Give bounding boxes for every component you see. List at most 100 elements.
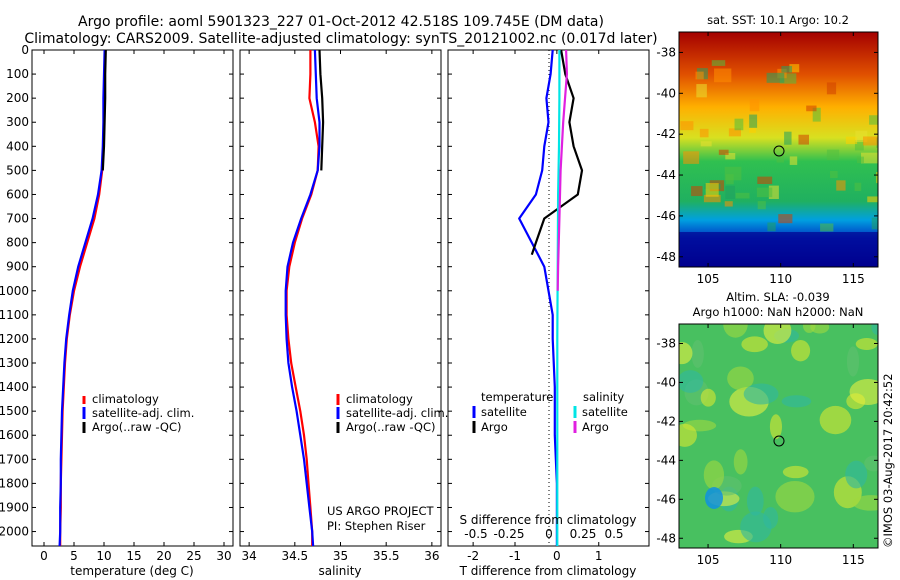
series-line — [318, 49, 325, 171]
y-tick-label: 600 — [6, 187, 29, 201]
y-tick-label: 300 — [6, 115, 29, 129]
temperature-x-axis: 0 5 10 15 20 25 30 — [40, 50, 232, 563]
map-y-label: -46 — [656, 209, 676, 223]
x-tick-label: 36 — [424, 549, 439, 563]
map-y-label: -48 — [656, 250, 676, 264]
legend-label-sal-satellite: satellite — [582, 405, 628, 419]
y-tick-label: 1000 — [0, 284, 29, 298]
difference-series — [518, 49, 584, 546]
map-x-label: 105 — [697, 272, 720, 286]
temperature-x-label: temperature (deg C) — [70, 564, 193, 578]
temperature-legend: climatology satellite-adj. clim. Argo(..… — [82, 392, 194, 434]
y-tick-label: 100 — [6, 67, 29, 81]
map-x-label: 115 — [842, 272, 865, 286]
y-tick-label: 1100 — [0, 308, 29, 322]
title-line-1: Argo profile: aoml 5901323_227 01-Oct-20… — [78, 14, 604, 30]
y-tick-label: 1300 — [0, 356, 29, 370]
map-y-label: -38 — [656, 45, 676, 59]
series-line — [518, 49, 558, 546]
legend-label-satellite: satellite-adj. clim. — [92, 406, 194, 420]
sst-map-frame — [678, 31, 879, 268]
y-tick-label: 500 — [6, 163, 29, 177]
x-tick-label: 10 — [96, 549, 111, 563]
map-x-label: 105 — [697, 553, 720, 567]
map-y-label: -46 — [656, 492, 676, 506]
temperature-series — [58, 49, 107, 547]
y-tick-label: 800 — [6, 236, 29, 250]
legend-label-argo: Argo(..raw -QC) — [92, 420, 182, 434]
sst-map-title: sat. SST: 10.1 Argo: 10.2 — [707, 13, 849, 27]
series-line — [101, 49, 107, 171]
sla-map-axes: -38 -40 -42 -44 -46 -48 105 110 115 — [656, 324, 878, 567]
sla-map-title-1: Altim. SLA: -0.039 — [726, 290, 830, 304]
y-tick-label: 1900 — [0, 500, 29, 514]
y-tick-label: 2000 — [0, 525, 29, 539]
sst-map-image — [679, 32, 878, 267]
y-tick-label: 200 — [6, 91, 29, 105]
x-tick-label: 35 — [333, 549, 348, 563]
x-tick-label: 0 — [553, 549, 561, 563]
map-y-label: -44 — [656, 168, 676, 182]
x-tick-label: 35.5 — [373, 549, 400, 563]
salinity-x-axis: 34 34.5 35 35.5 36 — [241, 50, 440, 563]
s-tick-label: 0.5 — [604, 527, 623, 541]
legend-salinity-title: salinity — [583, 390, 624, 404]
x-tick-label: -1 — [509, 549, 521, 563]
series-line — [59, 49, 107, 546]
series-line — [285, 50, 320, 546]
x-tick-label: 20 — [156, 549, 171, 563]
s-tick-label: 0.25 — [570, 527, 597, 541]
map-y-label: -40 — [656, 86, 676, 100]
sst-map-axes: -38 -40 -42 -44 -46 -48 105 110 115 — [656, 32, 878, 286]
x-tick-label: 15 — [126, 549, 141, 563]
series-line — [556, 50, 561, 546]
sla-map-title-2: Argo h1000: NaN h2000: NaN — [693, 305, 864, 319]
salinity-legend: climatology satellite-adj. clim. Argo(..… — [336, 392, 448, 434]
salinity-x-label: salinity — [318, 564, 361, 578]
salinity-panel-frame — [239, 49, 442, 547]
y-tick-label: 400 — [6, 139, 29, 153]
sla-map-image — [679, 324, 878, 548]
y-tick-label: 1800 — [0, 476, 29, 490]
map-y-label: -38 — [656, 336, 676, 350]
depth-axis: 0 100 200 300 400 500 600 700 800 900 1000 1100 1200… — [0, 43, 649, 539]
s-difference-axis: -0.5-0.2500.250.5 — [464, 527, 623, 541]
y-tick-label: 1600 — [0, 428, 29, 442]
legend-temperature-title: temperature — [481, 390, 553, 404]
x-tick-label: 25 — [186, 549, 201, 563]
y-tick-label: 1200 — [0, 332, 29, 346]
title-line-2: Climatology: CARS2009. Satellite-adjuste… — [24, 31, 657, 47]
x-tick-label: 5 — [70, 549, 78, 563]
y-tick-label: 1500 — [0, 404, 29, 418]
credit-pi: PI: Stephen Riser — [327, 519, 426, 533]
argo-float-marker — [773, 435, 785, 447]
legend-label-climatology: climatology — [346, 392, 413, 406]
temperature-panel-frame — [31, 49, 234, 547]
credit-project: US ARGO PROJECT — [327, 504, 435, 518]
y-tick-label: 700 — [6, 212, 29, 226]
argo-float-marker — [773, 145, 785, 157]
t-difference-x-axis: -2 -1 0 1 — [467, 50, 603, 563]
series-line — [556, 49, 568, 291]
x-tick-label: 0 — [40, 549, 48, 563]
y-tick-label: 1400 — [0, 380, 29, 394]
series-line — [284, 49, 321, 547]
salinity-series — [284, 49, 325, 547]
map-x-label: 115 — [842, 553, 865, 567]
series-line — [530, 49, 584, 256]
legend-label-sal-argo: Argo — [582, 420, 609, 434]
y-tick-label: 900 — [6, 260, 29, 274]
y-tick-label: 1700 — [0, 452, 29, 466]
difference-legend: temperature satellite Argo salinity sate… — [472, 390, 628, 434]
legend-label-temp-satellite: satellite — [481, 405, 527, 419]
map-y-label: -42 — [656, 414, 676, 428]
legend-label-temp-argo: Argo — [481, 420, 508, 434]
x-tick-label: 34.5 — [281, 549, 308, 563]
map-x-label: 110 — [769, 272, 792, 286]
legend-label-satellite: satellite-adj. clim. — [346, 406, 448, 420]
t-difference-label: T difference from climatology — [459, 564, 637, 578]
map-x-label: 110 — [769, 553, 792, 567]
map-y-label: -42 — [656, 127, 676, 141]
sla-map-frame — [678, 323, 879, 549]
